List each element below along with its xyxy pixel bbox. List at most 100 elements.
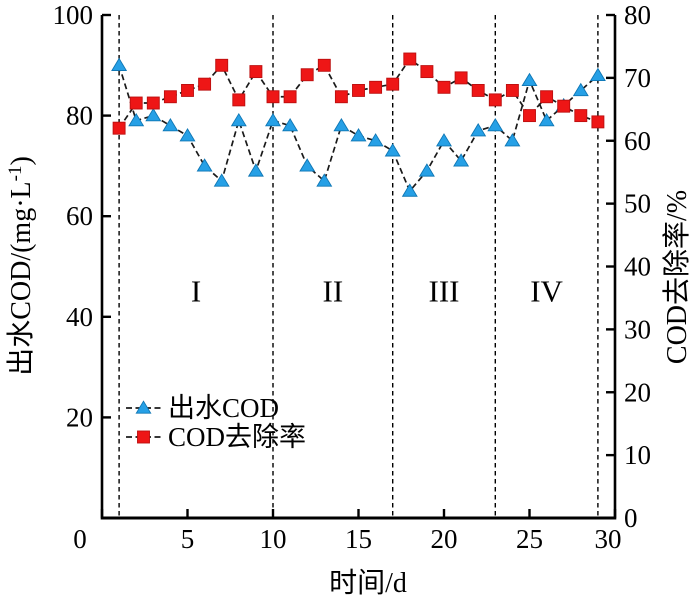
data-point-marker	[436, 133, 452, 147]
y-axis-right-tick-label: 0	[624, 503, 638, 533]
data-point-marker	[521, 72, 538, 87]
data-point-marker	[352, 83, 365, 97]
data-point-marker	[589, 67, 606, 82]
y-axis-right-tick-label: 30	[624, 314, 651, 344]
data-point-marker	[523, 109, 536, 123]
data-point-marker	[471, 83, 485, 97]
y-axis-left-tick-labels: 20 40 60 80 100	[53, 0, 94, 432]
data-point-marker	[367, 133, 384, 147]
y-axis-right-tick-label: 70	[624, 63, 651, 93]
data-point-marker	[540, 90, 554, 104]
y-axis-right-tick-labels: 0 10 20 30 40 50 60 70 80	[624, 0, 651, 533]
data-point-marker	[384, 143, 401, 157]
y-axis-left-title: 出水COD/(mg·L-1)	[5, 156, 37, 376]
data-point-marker	[333, 117, 350, 132]
data-point-marker	[249, 65, 263, 79]
x-axis-tick-label: 0	[73, 524, 87, 554]
y-axis-left-tick-label: 40	[66, 302, 93, 332]
y-axis-right-tick-label: 60	[624, 126, 651, 156]
x-axis-tick-label: 25	[516, 524, 543, 554]
data-point-marker	[196, 158, 213, 172]
legend-item: COD去除率	[126, 422, 306, 452]
data-point-marker	[317, 58, 331, 72]
data-point-marker	[137, 430, 150, 444]
data-point-marker	[572, 82, 589, 97]
phase-label: II	[323, 274, 344, 309]
data-point-marker	[265, 112, 281, 127]
x-axis-tick-label: 10	[260, 524, 287, 554]
data-point-marker	[128, 112, 145, 127]
y-axis-left-tick-label: 20	[66, 402, 93, 432]
data-point-marker	[247, 163, 264, 177]
data-point-marker	[135, 400, 152, 414]
data-point-marker	[418, 163, 435, 177]
data-point-marker	[145, 107, 162, 122]
data-point-marker	[403, 52, 417, 66]
data-point-marker	[146, 96, 160, 110]
y-axis-right-tick-label: 50	[624, 189, 651, 219]
data-point-marker	[334, 90, 348, 104]
x-axis-title: 时间/d	[329, 567, 407, 599]
data-point-marker	[420, 65, 434, 79]
data-point-marker	[401, 183, 418, 197]
data-point-marker	[453, 153, 470, 167]
data-point-marker	[111, 57, 128, 71]
data-point-marker	[574, 109, 588, 123]
x-axis-tick-label: 5	[181, 524, 195, 554]
y-axis-right-tick-label: 40	[624, 252, 651, 282]
legend-item: 出水COD	[126, 393, 279, 423]
x-axis-tick-label: 30	[595, 524, 622, 554]
data-point-marker	[163, 90, 177, 104]
data-point-marker	[232, 93, 246, 107]
data-point-marker	[230, 112, 247, 127]
data-point-marker	[162, 117, 179, 132]
data-point-marker	[487, 117, 504, 132]
data-point-marker	[299, 158, 316, 172]
y-axis-left-tick-label: 60	[66, 201, 93, 231]
y-axis-right-tick-label: 80	[624, 0, 651, 30]
data-point-marker	[386, 77, 400, 91]
data-point-marker	[300, 68, 314, 82]
y-axis-right-tick-label: 20	[624, 377, 651, 407]
data-point-marker	[213, 173, 230, 187]
data-point-marker	[557, 99, 571, 113]
data-point-marker	[129, 96, 143, 110]
phase-label: I	[191, 274, 201, 309]
x-axis-tick-label: 15	[345, 524, 372, 554]
y-axis-left-tick-label: 80	[66, 101, 93, 131]
data-point-marker	[470, 123, 487, 137]
data-point-marker	[454, 71, 468, 85]
data-point-marker	[181, 83, 194, 97]
data-point-marker	[112, 121, 126, 135]
data-point-marker	[488, 93, 502, 107]
x-axis-tick-labels: 0 5 10 15 20 25 30	[73, 524, 621, 554]
data-point-marker	[369, 80, 383, 94]
data-point-marker	[283, 90, 297, 104]
axis-titles: 时间/d 出水COD/(mg·L-1) COD去除率/%	[5, 156, 693, 599]
series-effluent-cod	[111, 57, 606, 197]
data-point-marker	[591, 115, 605, 129]
data-point-marker	[505, 83, 519, 97]
y-axis-right-title: COD去除率/%	[661, 190, 693, 364]
legend-label: COD去除率	[168, 422, 306, 452]
data-point-marker	[538, 112, 555, 127]
data-point-marker	[504, 133, 521, 147]
data-point-marker	[350, 128, 367, 142]
data-point-marker	[179, 128, 196, 142]
y-axis-left-tick-label: 100	[53, 0, 94, 30]
axes	[100, 13, 617, 520]
data-point-marker	[437, 80, 451, 94]
data-point-marker	[215, 58, 229, 72]
series-cod-removal	[112, 52, 605, 135]
phase-label: IV	[530, 274, 563, 309]
data-point-marker	[282, 117, 299, 132]
phase-labels: I II III IV	[191, 274, 564, 309]
data-point-marker	[198, 77, 212, 91]
data-point-marker	[316, 173, 333, 187]
phase-label: III	[429, 274, 460, 309]
y-axis-right-tick-label: 10	[624, 440, 651, 470]
legend-label: 出水COD	[168, 393, 279, 423]
